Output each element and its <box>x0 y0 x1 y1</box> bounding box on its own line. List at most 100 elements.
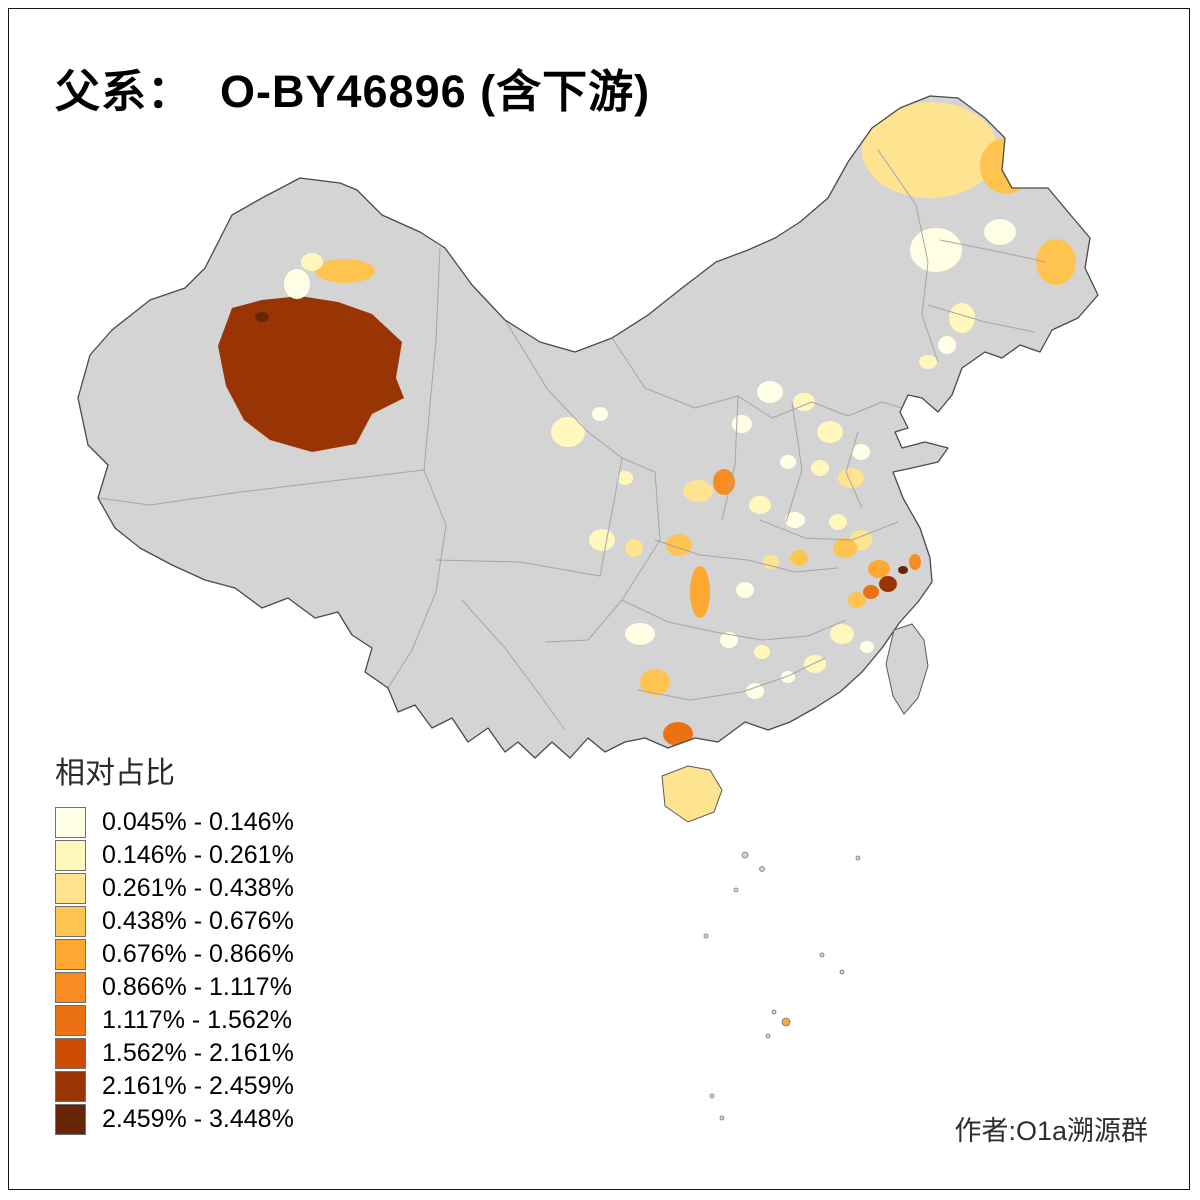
region-ne-liaoning <box>919 355 937 369</box>
legend-rows: 0.045% - 0.146% 0.146% - 0.261% 0.261% - 0… <box>55 806 294 1136</box>
region-central-8 <box>720 632 738 648</box>
legend-swatch-9 <box>55 1071 86 1102</box>
legend-row-10: 2.459% - 3.448% <box>55 1103 294 1136</box>
legend-swatch-5 <box>55 939 86 970</box>
region-ne-heihe <box>980 138 1032 194</box>
region-east-6 <box>830 624 854 644</box>
legend-row-2: 0.146% - 0.261% <box>55 839 294 872</box>
sea-islet-11 <box>719 1115 725 1121</box>
region-south-3 <box>804 655 826 673</box>
region-central-9 <box>754 645 770 659</box>
region-hainan <box>661 765 723 823</box>
south-china-sea-islands <box>703 851 861 1121</box>
legend-range-label: 0.261% - 0.438% <box>102 874 294 902</box>
region-north-10 <box>749 496 771 514</box>
legend-row-8: 1.562% - 2.161% <box>55 1037 294 1070</box>
legend-row-6: 0.866% - 1.117% <box>55 971 294 1004</box>
sea-islet-5 <box>819 952 825 958</box>
sea-islet-10 <box>709 1093 715 1099</box>
region-north-13 <box>829 514 847 530</box>
region-central-1 <box>589 529 615 551</box>
region-xinjiang-large <box>218 296 404 452</box>
region-xinjiang-pale2 <box>301 253 323 271</box>
figure-title: 父系： O-BY46896 (含下游) <box>55 66 651 117</box>
region-north-2 <box>793 393 815 411</box>
region-xinjiang-strip <box>315 259 375 283</box>
region-north-9 <box>683 480 713 502</box>
region-south-1 <box>640 669 670 695</box>
hainan-island <box>661 765 723 823</box>
legend-range-label: 0.146% - 0.261% <box>102 841 294 869</box>
legend-row-9: 2.161% - 2.459% <box>55 1070 294 1103</box>
sea-islet-3 <box>733 887 739 893</box>
legend-range-label: 0.045% - 0.146% <box>102 808 294 836</box>
sea-islet-8 <box>781 1017 791 1027</box>
legend-range-label: 1.562% - 2.161% <box>102 1039 294 1067</box>
region-central-7 <box>625 623 655 645</box>
region-east-dark <box>879 576 897 592</box>
legend-range-label: 2.459% - 3.448% <box>102 1105 294 1133</box>
sea-islet-6 <box>839 969 845 975</box>
sea-islet-4 <box>855 855 861 861</box>
legend-swatch-1 <box>55 807 86 838</box>
legend-row-1: 0.045% - 0.146% <box>55 806 294 839</box>
legend-swatch-3 <box>55 873 86 904</box>
legend-swatch-8 <box>55 1038 86 1069</box>
legend-range-label: 2.161% - 2.459% <box>102 1072 294 1100</box>
region-ne-pale1 <box>984 219 1016 245</box>
legend-row-7: 1.117% - 1.562% <box>55 1004 294 1037</box>
legend-swatch-7 <box>55 1005 86 1036</box>
legend-range-label: 0.676% - 0.866% <box>102 940 294 968</box>
region-north-3 <box>732 415 752 433</box>
region-xinjiang-dark-dot <box>255 312 269 322</box>
region-xinjiang-pale <box>284 269 310 299</box>
region-north-8 <box>780 455 796 469</box>
region-ne-east <box>1036 239 1076 285</box>
region-gansu-3 <box>617 471 633 485</box>
sea-islet-1 <box>741 851 749 859</box>
legend-swatch-4 <box>55 906 86 937</box>
region-gansu-1 <box>551 417 585 447</box>
region-east-4 <box>909 554 921 570</box>
region-east-1 <box>833 538 857 558</box>
region-north-orange <box>713 469 735 495</box>
region-north-6 <box>838 468 864 488</box>
region-ne-small1 <box>938 336 956 354</box>
region-south-yunnan <box>663 722 693 746</box>
region-north-11 <box>785 512 805 528</box>
legend: 相对占比 0.045% - 0.146% 0.146% - 0.261% 0.261… <box>55 748 294 1136</box>
legend-range-label: 1.117% - 1.562% <box>102 1006 292 1034</box>
region-south-4 <box>781 671 795 683</box>
legend-swatch-10 <box>55 1104 86 1135</box>
region-ne-hulunbuir <box>862 102 998 198</box>
legend-row-3: 0.261% - 0.438% <box>55 872 294 905</box>
taiwan-island <box>885 623 929 715</box>
region-east-3 <box>863 585 879 599</box>
region-north-1 <box>757 381 783 403</box>
legend-title: 相对占比 <box>55 757 175 790</box>
legend-range-label: 0.866% - 1.117% <box>102 973 292 1001</box>
region-central-strip <box>690 566 710 618</box>
sea-islet-2 <box>759 866 765 872</box>
region-south-2 <box>746 683 764 699</box>
region-north-4 <box>817 421 843 443</box>
region-central-2 <box>625 539 643 557</box>
legend-range-label: 0.438% - 0.676% <box>102 907 294 935</box>
region-east-5 <box>848 592 866 608</box>
region-east-7 <box>860 641 874 653</box>
legend-row-4: 0.438% - 0.676% <box>55 905 294 938</box>
national-border <box>77 95 1099 759</box>
region-north-5 <box>852 444 870 460</box>
sea-islet-12 <box>703 933 709 939</box>
region-ne-jilin <box>949 303 975 333</box>
attribution: 作者:O1a溯源群 <box>954 1116 1148 1146</box>
region-central-4 <box>736 582 754 598</box>
legend-swatch-2 <box>55 840 86 871</box>
region-north-7 <box>811 460 829 476</box>
legend-row-5: 0.676% - 0.866% <box>55 938 294 971</box>
legend-swatch-6 <box>55 972 86 1003</box>
province-borders <box>97 149 1047 731</box>
region-east-darkest <box>898 566 908 574</box>
region-central-6 <box>790 550 808 566</box>
